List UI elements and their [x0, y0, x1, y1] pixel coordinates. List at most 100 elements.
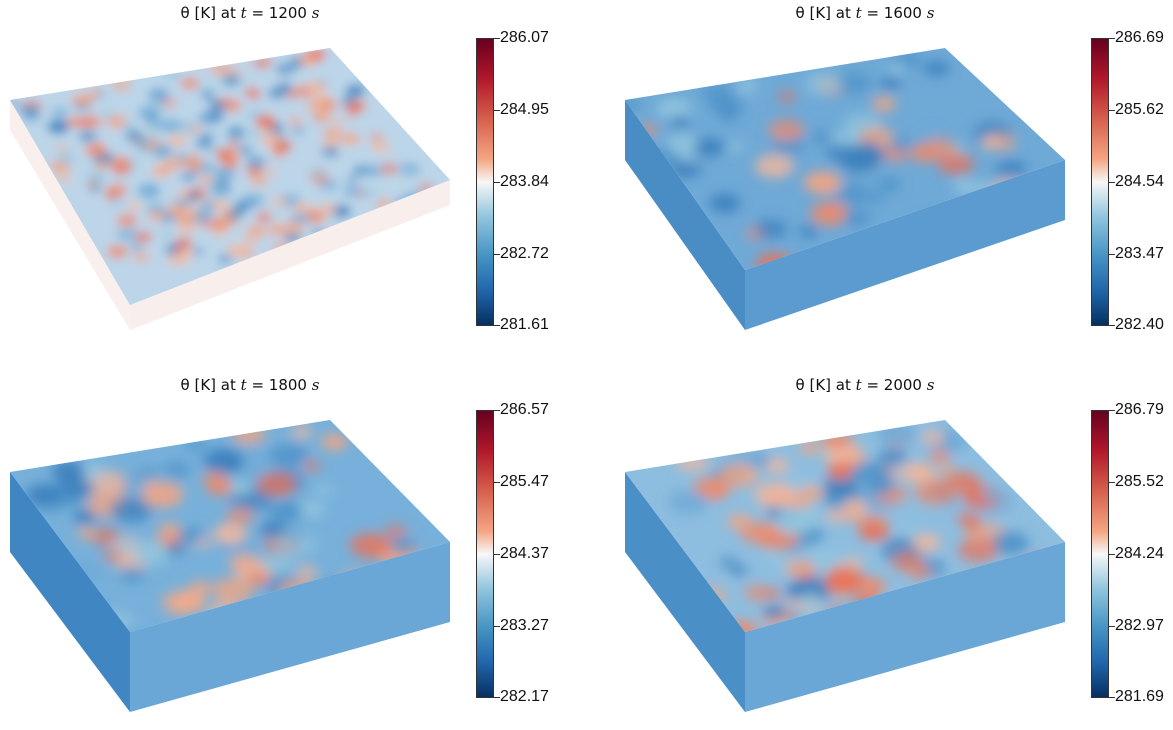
texture-blob	[342, 97, 355, 105]
texture-blob	[208, 218, 227, 230]
texture-blob	[199, 220, 210, 227]
texture-blob	[285, 223, 305, 235]
texture-blob	[79, 131, 97, 142]
texture-blob	[727, 514, 752, 529]
texture-blob	[700, 139, 727, 155]
texture-blob	[675, 452, 708, 472]
texture-blob	[827, 462, 857, 480]
texture-blob	[110, 156, 131, 169]
colorbar	[476, 410, 494, 698]
texture-blob	[110, 497, 152, 522]
texture-blob	[192, 208, 214, 222]
texture-blob	[798, 225, 820, 238]
texture-blob	[859, 523, 889, 542]
texture-blob	[842, 498, 868, 514]
texture-blob	[285, 91, 298, 99]
texture-blob	[259, 521, 288, 538]
texture-blob	[175, 221, 197, 234]
texture-blob	[273, 140, 293, 152]
texture-blob	[321, 434, 348, 450]
colorbar-tick: 285.52	[1115, 473, 1164, 490]
texture-blob	[131, 243, 142, 251]
texture-blob	[249, 166, 260, 173]
texture-blob	[197, 115, 211, 124]
texture-blob	[103, 112, 115, 119]
colorbar-tick: 285.47	[500, 473, 549, 490]
texture-blob	[867, 193, 884, 204]
texture-blob	[306, 99, 327, 112]
texture-blob	[825, 568, 866, 594]
texture-blob	[177, 527, 205, 544]
texture-blob	[268, 223, 289, 236]
texture-blob	[146, 203, 166, 215]
texture-blob	[823, 476, 859, 498]
colorbar-tick-min: 282.40	[1115, 316, 1164, 333]
texture-blob	[667, 489, 709, 515]
texture-blob	[804, 72, 843, 96]
texture-blob	[208, 179, 221, 188]
texture-blob	[228, 553, 259, 572]
texture-blob	[419, 221, 435, 231]
texture-blob	[825, 509, 846, 522]
panel-t1800: θ [K] at t = 1800 s 286.57 285.47 284.37…	[0, 372, 586, 730]
texture-blob	[670, 159, 702, 178]
texture-blob	[761, 587, 782, 600]
texture-blob	[150, 167, 162, 174]
texture-blob	[666, 134, 698, 153]
texture-blob	[379, 163, 399, 175]
texture-blob	[47, 120, 70, 134]
texture-blob	[302, 460, 321, 472]
colorbar-tick: 284.37	[500, 545, 549, 562]
texture-blob	[765, 458, 790, 473]
texture-blob	[56, 174, 71, 183]
texture-blob	[122, 474, 149, 491]
texture-blob	[57, 145, 68, 152]
texture-blob	[227, 244, 247, 257]
texture-blob	[162, 99, 177, 108]
texture-blob	[768, 119, 804, 141]
texture-blob	[937, 152, 975, 175]
texture-blob	[349, 532, 392, 558]
texture-blob	[167, 135, 187, 146]
texture-blob	[214, 166, 236, 180]
texture-blob	[282, 64, 297, 73]
texture-blob	[188, 192, 201, 201]
texture-blob	[342, 186, 361, 197]
texture-blob	[161, 231, 174, 239]
texture-blob	[102, 549, 123, 562]
texture-blob	[898, 462, 933, 484]
texture-blob	[656, 98, 692, 120]
texture-blob	[157, 522, 183, 538]
texture-blob	[162, 461, 192, 479]
texture-blob	[866, 477, 895, 495]
texture-blob	[762, 605, 786, 620]
texture-blob	[213, 523, 247, 544]
texture-blob	[313, 115, 325, 122]
texture-blob	[388, 537, 417, 555]
texture-blob	[316, 203, 338, 216]
texture-blob	[283, 526, 306, 540]
texture-blob	[221, 74, 241, 86]
texture-blob	[754, 482, 796, 508]
texture-blob	[210, 199, 230, 211]
texture-blob	[272, 197, 287, 207]
texture-blob	[148, 88, 169, 102]
texture-blob	[923, 60, 950, 77]
texture-blob	[880, 76, 902, 90]
texture-blob	[983, 135, 1001, 146]
texture-blob	[91, 528, 120, 546]
texture-blob	[371, 141, 390, 153]
texture-blob	[86, 180, 99, 188]
texture-blob	[296, 565, 318, 578]
texture-blob	[937, 464, 956, 476]
volume-render-t1800	[10, 420, 450, 712]
texture-blob	[247, 157, 265, 168]
texture-blob	[824, 434, 848, 449]
texture-blob	[95, 162, 108, 171]
texture-blob	[202, 92, 214, 100]
texture-blob	[212, 577, 254, 603]
colorbar-tick: 284.54	[1115, 173, 1164, 190]
texture-blob	[195, 138, 212, 148]
texture-blob	[77, 118, 93, 128]
texture-blob	[206, 479, 233, 496]
